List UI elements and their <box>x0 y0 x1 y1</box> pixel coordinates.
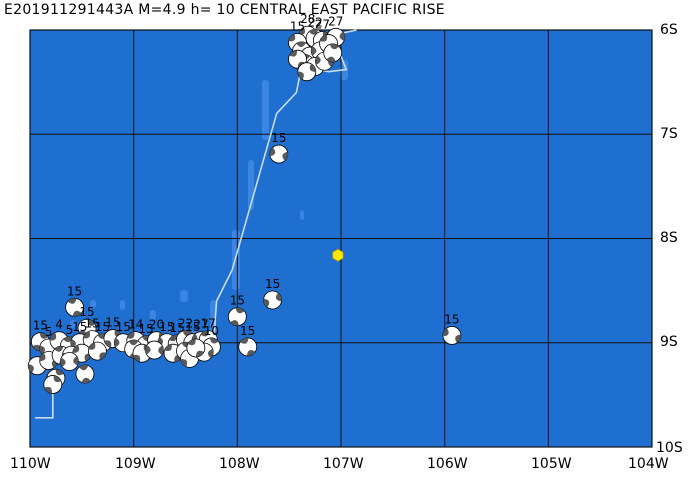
focal-mechanism <box>269 144 289 164</box>
shallow-seafloor-5 <box>180 290 188 302</box>
depth-label: 22 <box>307 15 322 29</box>
lon-label-107w: 107W <box>323 456 364 472</box>
depth-label: 22 <box>178 317 193 331</box>
depth-label: 15 <box>138 322 153 336</box>
depth-label: 15 <box>290 20 305 34</box>
depth-label: 15 <box>85 317 100 331</box>
lon-label-110w: 110W <box>10 456 51 472</box>
depth-label: 4 <box>55 318 63 332</box>
depth-label: 17 <box>201 317 216 331</box>
depth-label: 20 <box>149 318 164 332</box>
depth-label: 15 <box>240 324 255 338</box>
focal-mechanism <box>144 340 164 360</box>
focal-mechanism <box>43 375 63 394</box>
focal-mechanism <box>442 326 462 345</box>
depth-label: 28 <box>300 12 315 26</box>
depth-label: 15 <box>159 320 174 334</box>
depth-label: 5 <box>66 323 74 337</box>
depth-label: 15 <box>116 320 131 334</box>
shallow-seafloor-12 <box>300 210 304 220</box>
depth-label: 15 <box>271 131 286 145</box>
lon-label-108w: 108W <box>219 456 260 472</box>
lat-label-6s: 6S <box>660 22 678 38</box>
shallow-seafloor-7 <box>120 300 125 310</box>
lat-label-8s: 8S <box>660 230 678 246</box>
depth-label: 27 <box>315 17 330 31</box>
depth-label: 15 <box>185 320 200 334</box>
depth-label: 15 <box>170 321 185 335</box>
focal-mechanism <box>59 352 79 371</box>
depth-label: 15 <box>444 312 459 326</box>
focal-mechanism <box>186 338 206 358</box>
lat-label-10s: 10S <box>656 440 683 456</box>
lon-label-104w: 104W <box>628 456 669 472</box>
depth-label: 14 <box>128 318 143 332</box>
depth-label: 15 <box>67 284 82 298</box>
focal-mechanism <box>297 62 317 82</box>
focal-mechanism <box>263 290 282 310</box>
depth-label: 15 <box>105 316 120 330</box>
focal-mechanism <box>323 43 343 63</box>
depth-label: 27 <box>193 318 208 332</box>
depth-label: 15 <box>79 305 94 319</box>
depth-label: 27 <box>328 14 343 28</box>
lat-label-7s: 7S <box>660 126 678 142</box>
shallow-seafloor-0 <box>232 230 240 290</box>
shallow-seafloor-8 <box>90 300 96 308</box>
depth-label: 15 <box>72 320 87 334</box>
depth-label: 10 <box>204 324 219 338</box>
hexagon-icon <box>332 248 344 262</box>
focal-mechanism <box>87 341 107 361</box>
lon-label-109w: 109W <box>115 456 156 472</box>
map-title: E201911291443A M=4.9 h= 10 CENTRAL EAST … <box>4 2 445 18</box>
lon-label-106w: 106W <box>427 456 468 472</box>
depth-label: 15 <box>265 277 280 291</box>
depth-label: 15 <box>95 320 110 334</box>
shallow-seafloor-2 <box>262 80 269 140</box>
depth-label: 15 <box>33 319 48 333</box>
depth-label: 15 <box>230 294 245 308</box>
focal-mechanism <box>75 364 95 384</box>
lon-label-105w: 105W <box>531 456 572 472</box>
focal-mechanism <box>238 337 258 357</box>
shallow-seafloor-6 <box>150 310 156 320</box>
lat-label-9s: 9S <box>660 334 678 350</box>
focal-mechanism <box>227 307 247 327</box>
depth-label: 5 <box>45 325 53 339</box>
shallow-seafloor-9 <box>70 320 76 328</box>
focal-mechanism <box>65 297 84 317</box>
